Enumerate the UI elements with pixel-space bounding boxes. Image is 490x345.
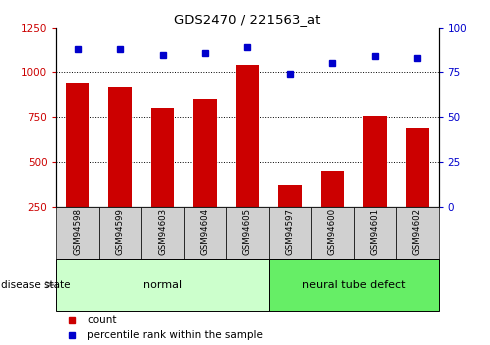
Text: disease state: disease state <box>1 280 71 289</box>
Title: GDS2470 / 221563_at: GDS2470 / 221563_at <box>174 13 320 27</box>
Text: GSM94601: GSM94601 <box>370 208 379 255</box>
Text: percentile rank within the sample: percentile rank within the sample <box>87 331 263 340</box>
Text: GSM94604: GSM94604 <box>200 208 210 255</box>
Text: GSM94602: GSM94602 <box>413 208 422 255</box>
Text: GSM94603: GSM94603 <box>158 208 167 255</box>
Text: GSM94598: GSM94598 <box>73 208 82 255</box>
Text: normal: normal <box>143 280 182 289</box>
Text: GSM94605: GSM94605 <box>243 208 252 255</box>
Bar <box>56 207 99 259</box>
Bar <box>311 207 354 259</box>
Bar <box>396 207 439 259</box>
Text: neural tube defect: neural tube defect <box>302 280 405 289</box>
Bar <box>151 108 174 207</box>
Bar <box>193 99 217 207</box>
Bar <box>66 83 89 207</box>
Bar <box>141 207 184 259</box>
Bar <box>278 186 301 207</box>
Bar <box>184 207 226 259</box>
Bar <box>236 65 259 207</box>
Bar <box>108 87 132 207</box>
Bar <box>354 207 396 259</box>
Bar <box>406 128 429 207</box>
Text: GSM94597: GSM94597 <box>285 208 294 255</box>
Text: count: count <box>87 315 117 325</box>
Bar <box>269 207 311 259</box>
Bar <box>320 171 344 207</box>
Bar <box>363 116 387 207</box>
Bar <box>226 207 269 259</box>
Text: GSM94599: GSM94599 <box>116 208 124 255</box>
Bar <box>99 207 141 259</box>
Bar <box>56 259 269 310</box>
Bar <box>269 259 439 310</box>
Text: GSM94600: GSM94600 <box>328 208 337 255</box>
